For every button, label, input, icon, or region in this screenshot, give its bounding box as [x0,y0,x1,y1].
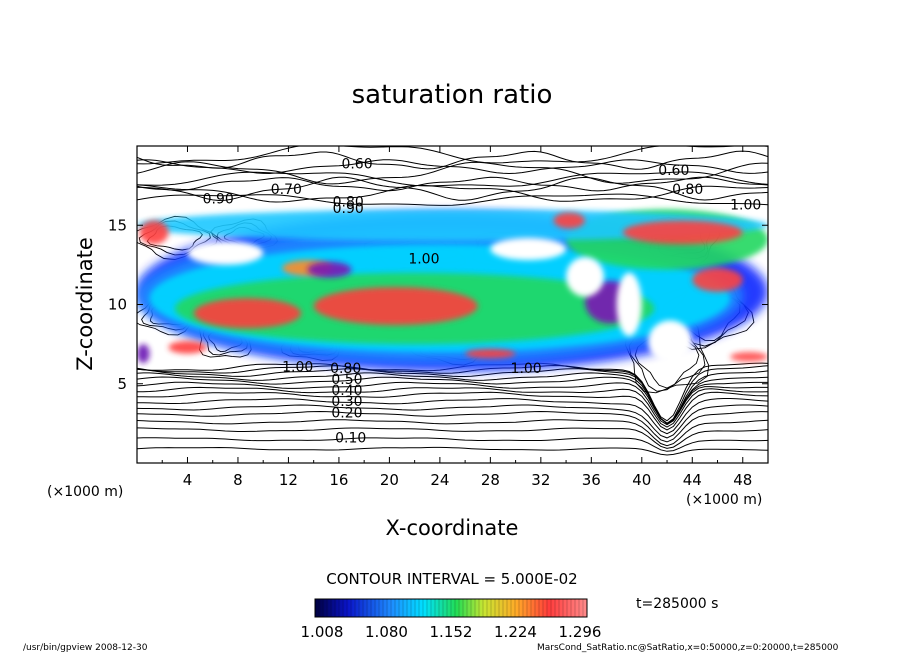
contour-line [137,398,768,435]
x-axis-ticks: 4 8 12 16 20 24 28 32 36 40 44 48 [161,146,752,489]
chart-title: saturation ratio [352,80,553,110]
saturation-blob [692,268,743,292]
x-tick-label: 28 [481,471,500,489]
time-label: t=285000 s [636,596,718,612]
contour-line [137,446,768,456]
x-tick-label: 4 [183,471,193,489]
contour-line [137,171,768,187]
contour-interval: CONTOUR INTERVAL = 5.000E-02 [326,570,577,588]
x-tick-label: 20 [380,471,399,489]
x-tick-label: 12 [279,471,298,489]
contour-line [137,427,768,449]
saturation-blob [168,340,207,354]
colorbar-tick-label: 1.296 [559,623,602,641]
contour-label: 0.80 [330,361,361,377]
contour-line [137,386,768,428]
subsaturated-pocket [490,237,567,261]
x-tick-label: 48 [733,471,752,489]
contour-label: 1.00 [730,198,761,214]
contour-label: 0.90 [203,191,234,207]
contour-line [137,176,768,192]
contour-line [137,364,768,425]
x-tick-label: 40 [632,471,651,489]
saturation-blob [622,220,743,245]
colorbar-tick-label: 1.008 [301,623,344,641]
saturation-fill [137,209,768,372]
x-axis-unit-left: (×1000 m) [47,484,123,500]
contour-line [137,437,768,452]
y-axis-label: Z-coordinate [73,237,97,371]
contour-line [137,391,768,431]
saturation-blob [307,261,352,278]
saturation-blob [313,287,478,326]
x-tick-label: 16 [329,471,348,489]
contour-line [137,176,768,202]
subsaturated-pocket [566,256,604,297]
contour-line [137,161,768,185]
contour-label: 1.00 [282,359,313,375]
contour-label: 0.40 [331,383,362,399]
contour-label: 0.30 [331,394,362,410]
contour-label: 0.90 [333,201,364,217]
contour-line [137,410,768,443]
contour-label: 0.60 [658,163,689,179]
saturation-blob [553,212,586,229]
saturation-blob [193,298,302,329]
x-tick-label: 8 [233,471,243,489]
plot-area: 0.60 0.600.700.800.900.900.801.001.001.00… [136,145,769,464]
colorbar-tick-label: 1.080 [365,623,408,641]
contour-line [137,404,768,439]
contour-line [137,150,768,170]
contour-line [137,146,768,165]
y-tick-label: 10 [108,296,127,314]
x-tick-label: 36 [582,471,601,489]
contour-label: 0.10 [335,431,366,447]
saturation-blob [137,209,768,242]
contour-label: 0.70 [271,182,302,198]
saturation-blob [465,348,516,359]
saturation-blob [137,344,150,364]
colorbar-stripes [318,599,584,617]
y-axis-ticks: 5 10 15 [108,216,768,393]
x-tick-label: 44 [683,471,702,489]
contour-line [137,381,768,426]
contour-label: 0.20 [331,405,362,421]
contour-label: 0.80 [333,194,364,210]
y-tick-label: 5 [117,375,127,393]
saturation-blob [139,220,169,245]
subsaturated-pocket [187,241,264,265]
contour-line [137,193,768,206]
colorbar-tick-label: 1.224 [494,623,537,641]
contour-label: 0.80 [672,182,703,198]
colorbar-tick-label: 1.152 [430,623,473,641]
saturation-blob [730,352,768,362]
contour-labels: 0.60 0.600.700.800.900.900.801.001.001.00… [203,156,762,446]
contour-label: 0.60 [341,156,372,172]
x-tick-label: 32 [531,471,550,489]
z-axis-unit-right: (×1000 m) [686,492,762,508]
x-axis-label: X-coordinate [386,516,519,540]
contour-line [137,419,768,447]
x-tick-label: 24 [430,471,449,489]
subsaturated-pocket [648,320,693,364]
contour-label: 1.00 [511,361,542,377]
subsaturated-pocket [616,272,642,337]
y-tick-label: 15 [108,216,127,234]
footer-source: MarsCond_SatRatio.nc@SatRatio,x=0:50000,… [537,643,839,653]
colorbar-ticks: 1.008 1.080 1.152 1.224 1.296 [301,623,602,641]
contour-label: 0.50 [331,372,362,388]
footer-program: /usr/bin/gpview 2008-12-30 [23,643,148,653]
contour-label: 1.00 [408,252,439,268]
